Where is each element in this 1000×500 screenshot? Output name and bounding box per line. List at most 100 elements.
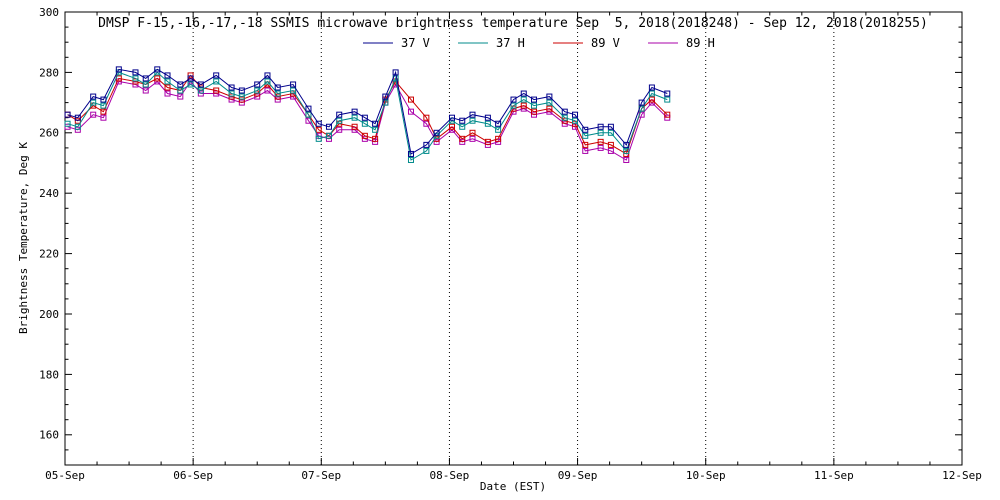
data-marker [305,105,312,112]
data-marker [361,135,368,142]
data-marker [484,120,491,127]
data-marker [177,93,184,100]
data-marker [164,84,171,91]
data-marker [520,90,527,97]
data-marker [372,126,379,133]
data-marker [164,72,171,79]
data-marker [546,99,553,106]
data-marker [228,84,235,91]
data-marker [582,132,589,139]
data-marker [100,114,107,121]
data-marker [74,123,81,130]
y-tick-label: 180 [39,368,59,381]
data-marker [664,111,671,118]
data-marker [484,138,491,145]
data-marker [274,84,281,91]
data-marker [290,87,297,94]
data-marker [177,81,184,88]
data-marker [607,123,614,130]
data-marker [664,90,671,97]
data-marker [315,126,322,133]
data-marker [469,117,476,124]
data-marker [459,135,466,142]
data-marker [90,93,97,100]
data-marker [64,120,71,127]
data-marker [664,96,671,103]
data-marker [254,90,261,97]
data-marker [407,156,414,163]
y-tick-label: 200 [39,308,59,321]
series-line [67,71,668,161]
data-marker [336,111,343,118]
data-marker [238,93,245,100]
data-marker [315,120,322,127]
data-marker [448,114,455,121]
data-marker [132,69,139,76]
data-marker [100,96,107,103]
data-marker [64,123,71,130]
data-marker [469,129,476,136]
data-marker [164,78,171,85]
data-marker [372,135,379,142]
data-marker [495,135,502,142]
data-marker [469,111,476,118]
data-marker [520,96,527,103]
y-tick-label: 240 [39,187,59,200]
data-marker [187,81,194,88]
legend-item: 37 H [458,36,525,50]
data-marker [372,138,379,145]
data-marker [423,114,430,121]
data-marker [597,144,604,151]
x-tick-label: 09-Sep [558,469,598,482]
y-tick-label: 280 [39,66,59,79]
gridlines-group [192,12,835,465]
data-marker [154,75,161,82]
data-marker [520,102,527,109]
data-marker [74,114,81,121]
data-marker [142,75,149,82]
legend-item: 89 H [648,36,715,50]
data-marker [561,114,568,121]
data-marker [531,96,538,103]
data-marker [469,135,476,142]
data-marker [407,108,414,115]
data-marker [510,102,517,109]
legend-item: 89 V [553,36,620,50]
data-marker [546,105,553,112]
data-marker [510,96,517,103]
data-marker [607,147,614,154]
legend-label: 37 V [401,36,430,50]
data-marker [351,108,358,115]
x-tick-label: 08-Sep [430,469,470,482]
data-marker [361,132,368,139]
legend-label: 37 H [496,36,525,50]
data-marker [164,90,171,97]
data-marker [197,87,204,94]
legend: 37 V 37 H 89 V 89 H [363,36,715,50]
data-marker [407,150,414,157]
data-marker [228,90,235,97]
y-tick-label: 220 [39,247,59,260]
x-tick-label: 11-Sep [814,469,854,482]
data-marker [187,75,194,82]
data-marker [433,129,440,136]
data-marker [100,108,107,115]
data-marker [177,87,184,94]
data-marker [648,90,655,97]
data-marker [648,84,655,91]
data-marker [607,141,614,148]
data-marker [392,69,399,76]
series-line [67,68,668,155]
data-marker [484,114,491,121]
data-marker [495,138,502,145]
y-tick-label: 300 [39,6,59,19]
data-marker [623,147,630,154]
data-marker [254,93,261,100]
x-axis-label: Date (EST) [480,480,546,493]
data-marker [213,87,220,94]
data-marker [325,132,332,139]
data-marker [154,66,161,73]
data-marker [597,129,604,136]
